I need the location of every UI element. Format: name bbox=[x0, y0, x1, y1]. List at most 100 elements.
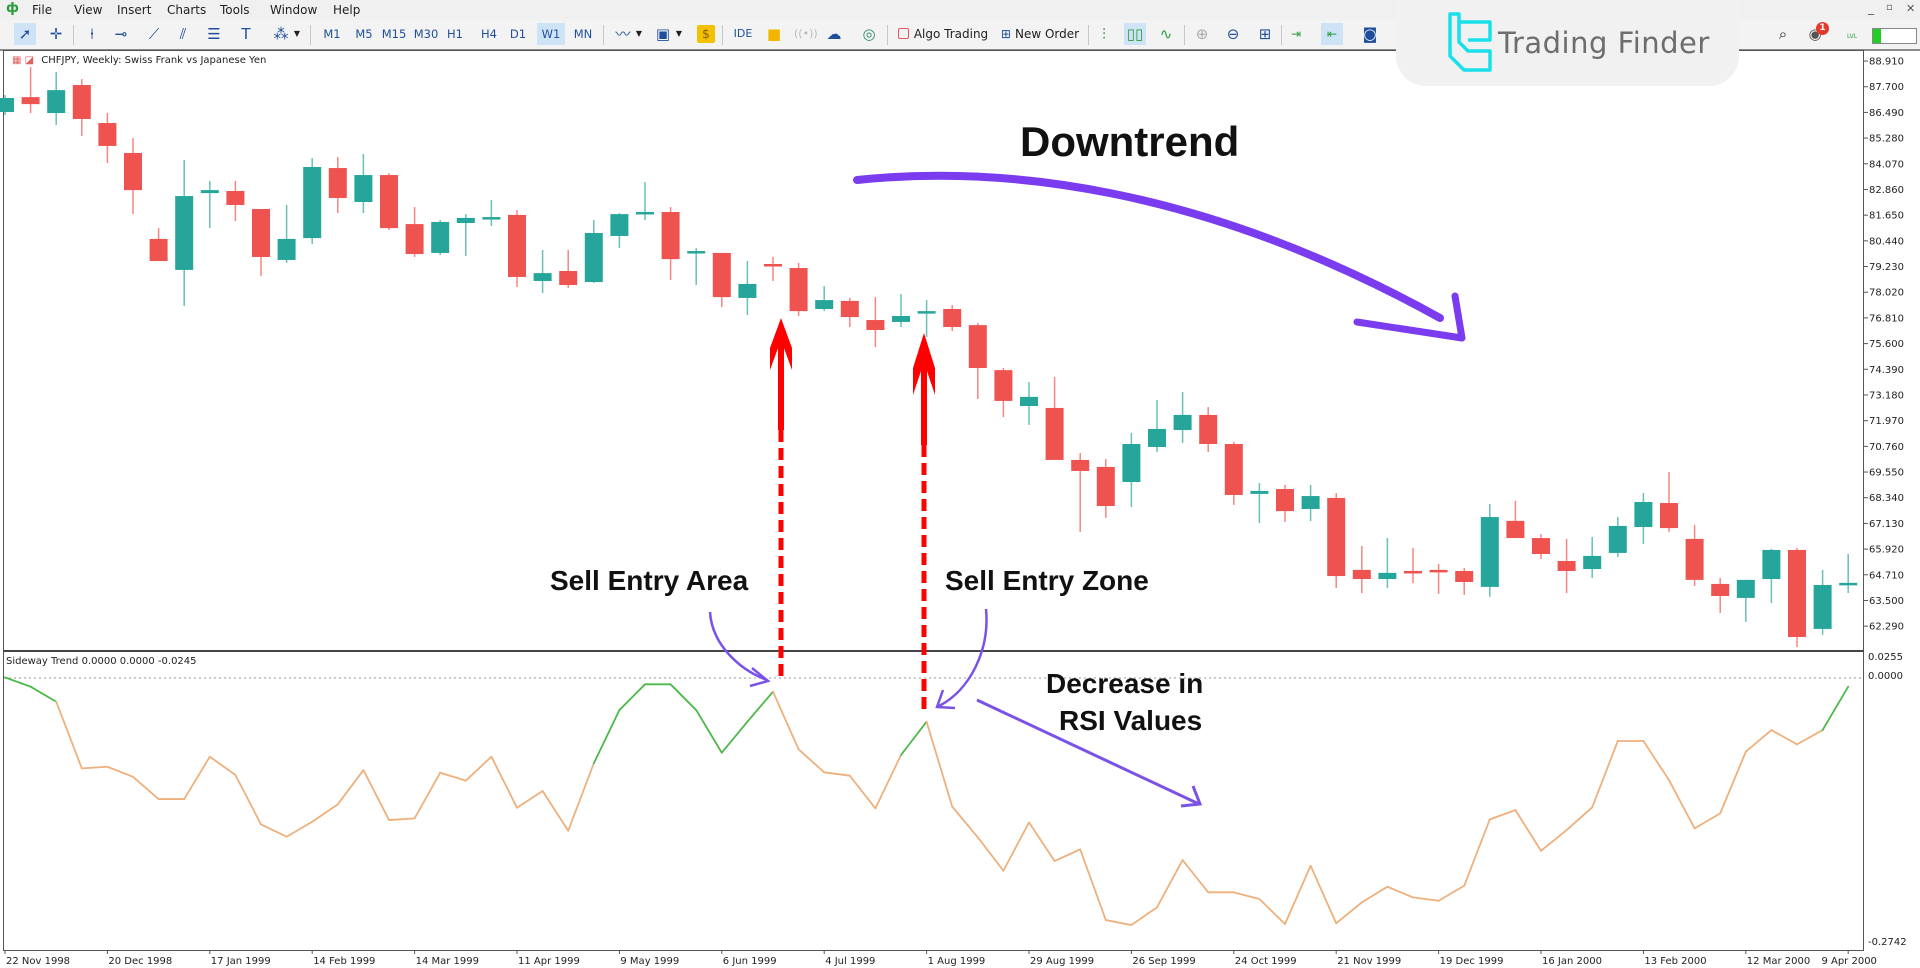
crosshair-icon[interactable]: ✛ bbox=[49, 25, 63, 43]
timeframe-mn[interactable]: MN bbox=[573, 27, 593, 41]
vps-cloud-icon[interactable]: ☁ bbox=[826, 25, 842, 43]
price-tick-label: 64.710 bbox=[1869, 570, 1904, 581]
trendline-icon[interactable]: ⟋ bbox=[148, 25, 160, 43]
dollar-icon[interactable]: $ bbox=[697, 25, 715, 43]
candle-body bbox=[1532, 538, 1550, 554]
candle-body bbox=[789, 268, 808, 312]
chart-shift-icon[interactable]: ⇤ bbox=[1321, 23, 1343, 45]
candle bbox=[252, 209, 270, 277]
menu-view[interactable]: View bbox=[74, 3, 103, 17]
indicator-segment bbox=[1053, 848, 1082, 862]
indicator-segment bbox=[1156, 859, 1184, 909]
candle-body bbox=[1736, 579, 1755, 598]
line-chart-icon[interactable]: ∿ bbox=[1159, 25, 1173, 43]
indicator-axis-min: -0.2742 bbox=[1868, 937, 1907, 948]
restore-button[interactable]: ▫ bbox=[1886, 2, 1893, 13]
candle-body bbox=[533, 273, 552, 281]
candle-body bbox=[1711, 583, 1730, 597]
candle bbox=[789, 262, 808, 317]
candle bbox=[738, 261, 757, 315]
candle bbox=[1762, 548, 1781, 604]
timeframe-d1[interactable]: D1 bbox=[509, 27, 527, 41]
indicator-segment bbox=[1437, 884, 1466, 902]
candle-body bbox=[482, 217, 501, 220]
new-order-button[interactable]: ⊞ New Order bbox=[998, 23, 1082, 45]
shapes-icon[interactable]: ⁂ bbox=[273, 25, 289, 43]
close-window-button[interactable]: ✕ bbox=[1906, 2, 1916, 15]
indicator-segment bbox=[285, 820, 314, 838]
candle bbox=[1276, 484, 1294, 522]
timeframe-m15[interactable]: M15 bbox=[381, 27, 407, 41]
market-bag-icon[interactable]: ■ bbox=[766, 25, 782, 43]
timeframe-m1[interactable]: M1 bbox=[323, 27, 341, 41]
menu-insert[interactable]: Insert bbox=[117, 3, 152, 17]
toolbar-separator bbox=[1184, 25, 1185, 45]
vertical-line-icon[interactable]: ⍿ bbox=[90, 25, 94, 43]
menu-tools[interactable]: Tools bbox=[220, 3, 250, 17]
minimize-button[interactable]: _ bbox=[1868, 1, 1874, 15]
candlestick-icon[interactable]: ▯▯ bbox=[1124, 23, 1146, 45]
timeframe-h1[interactable]: H1 bbox=[447, 27, 463, 41]
timeframe-h4[interactable]: H4 bbox=[481, 27, 497, 41]
menu-window[interactable]: Window bbox=[270, 3, 318, 17]
date-tick-label: 1 Aug 1999 bbox=[928, 956, 986, 967]
cursor-icon[interactable]: ➚ bbox=[14, 23, 36, 45]
candle-body bbox=[1404, 570, 1422, 574]
timeframe-m30[interactable]: M30 bbox=[413, 27, 439, 41]
algo-trading-button[interactable]: Algo Trading bbox=[895, 23, 991, 45]
chart-type-dropdown-icon[interactable]: ▼ bbox=[635, 29, 643, 38]
menu-help[interactable]: Help bbox=[333, 3, 361, 17]
candle-body bbox=[1096, 466, 1115, 507]
candle bbox=[892, 294, 910, 328]
candle bbox=[1020, 382, 1038, 425]
date-tick-label: 19 Dec 1999 bbox=[1440, 956, 1504, 967]
candle bbox=[943, 304, 962, 332]
indicator-segment bbox=[1693, 812, 1722, 830]
candle-body bbox=[1813, 584, 1832, 629]
sell-entry-zone-red-arrow bbox=[913, 333, 935, 714]
search-icon[interactable]: ⌕ bbox=[1778, 25, 1788, 43]
price-tick-label: 67.130 bbox=[1869, 519, 1904, 530]
indicator-segment bbox=[464, 755, 493, 782]
indicator-segment bbox=[4, 676, 32, 688]
text-icon[interactable]: T bbox=[241, 25, 251, 43]
indicator-segment bbox=[336, 769, 365, 806]
price-tick-label: 86.490 bbox=[1869, 108, 1904, 119]
fibonacci-icon[interactable]: ☰ bbox=[207, 25, 221, 43]
indicator-segment bbox=[80, 765, 109, 770]
ide-button[interactable]: IDE bbox=[733, 27, 753, 40]
level-label: LVL bbox=[1847, 33, 1858, 40]
channel-icon[interactable]: ⫽ bbox=[179, 25, 187, 43]
price-axis[interactable]: 88.910 87.700 86.490 85.280 84.070 82.860 81.6… bbox=[1864, 57, 1904, 633]
zoom-in-icon[interactable]: ⊕ bbox=[1195, 25, 1209, 43]
candle-body bbox=[738, 283, 757, 298]
chart-type-icon[interactable]: 〰 bbox=[615, 25, 631, 43]
indicator-segment bbox=[362, 769, 390, 821]
shapes-dropdown-icon[interactable]: ▼ bbox=[293, 29, 301, 38]
signals-icon[interactable]: ((•)) bbox=[794, 27, 818, 40]
candle bbox=[405, 207, 424, 257]
screenshot-icon[interactable]: ◙ bbox=[1362, 25, 1378, 43]
horizontal-line-icon[interactable]: ⊸ bbox=[114, 25, 128, 43]
timeframe-w1[interactable]: W1 bbox=[537, 23, 565, 45]
candle bbox=[1532, 534, 1550, 560]
price-tick-label: 84.070 bbox=[1869, 159, 1904, 170]
fingerprint-icon[interactable]: ◎ bbox=[862, 25, 876, 43]
tile-windows-icon[interactable]: ⊞ bbox=[1258, 25, 1272, 43]
bar-chart-icon[interactable]: ⫶ bbox=[1102, 25, 1106, 43]
time-axis[interactable]: 22 Nov 1998 20 Dec 1998 17 Jan 1999 14 Feb … bbox=[4, 950, 1877, 967]
indicator-segment bbox=[1514, 809, 1542, 852]
menu-file[interactable]: File bbox=[32, 3, 53, 17]
timeframe-m5[interactable]: M5 bbox=[355, 27, 373, 41]
menu-charts[interactable]: Charts bbox=[167, 3, 207, 17]
candle bbox=[1301, 484, 1320, 522]
zoom-out-icon[interactable]: ⊖ bbox=[1226, 25, 1240, 43]
candle bbox=[712, 252, 731, 308]
candle bbox=[1224, 441, 1243, 505]
indicator-segment bbox=[797, 748, 826, 774]
indicators-icon[interactable]: ▣ bbox=[655, 25, 671, 43]
candle-body bbox=[405, 224, 424, 255]
autoscroll-icon[interactable]: ⇥ bbox=[1290, 27, 1302, 41]
indicators-dropdown-icon[interactable]: ▼ bbox=[675, 29, 683, 38]
